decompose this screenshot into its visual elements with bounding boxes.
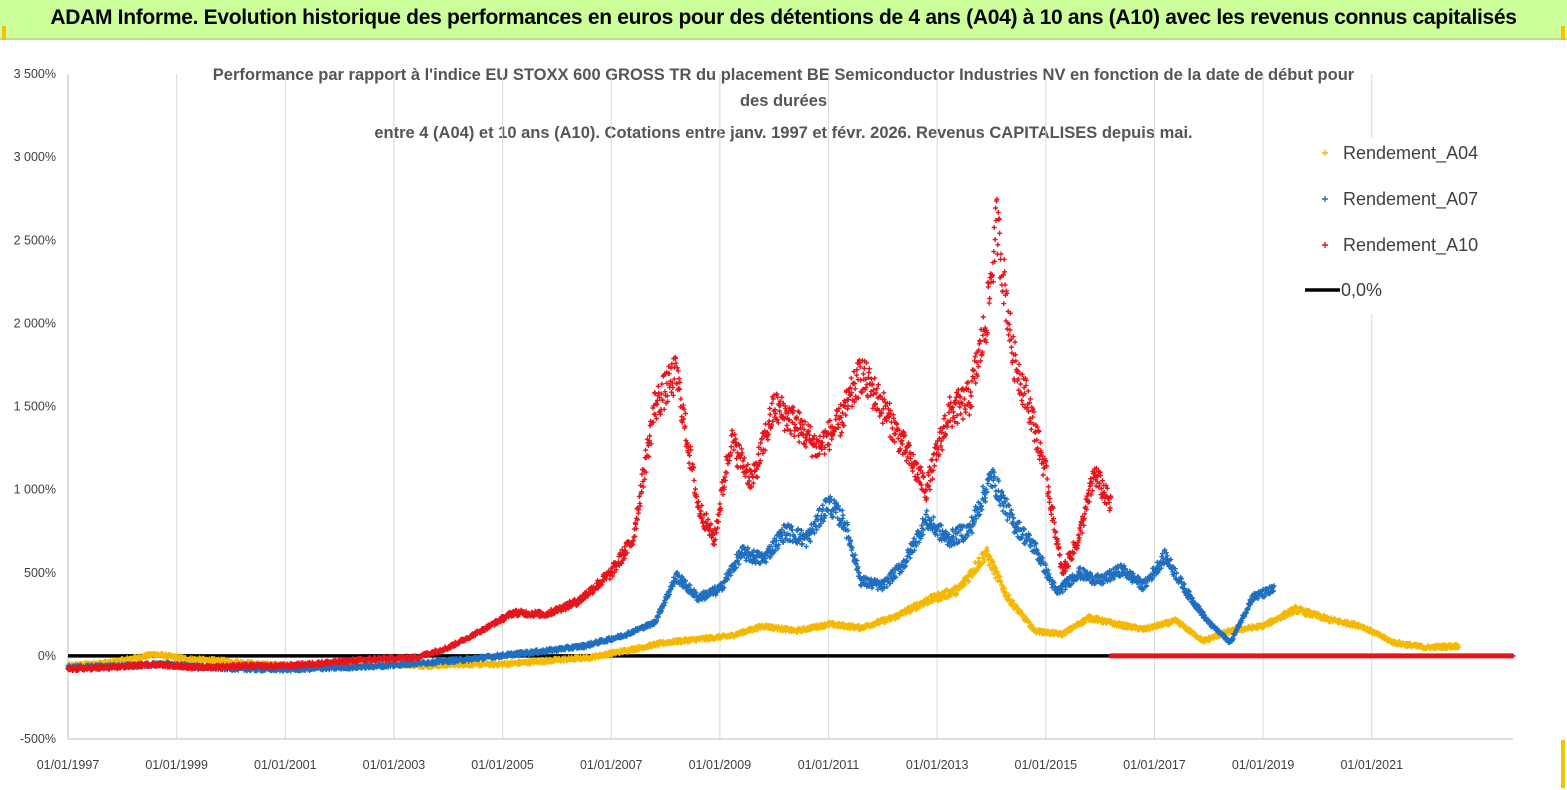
y-tick-label: 3 500% — [14, 67, 56, 81]
x-tick-label: 01/01/2011 — [798, 758, 860, 772]
y-tick-label: -500% — [20, 732, 56, 746]
legend-label-3: Rendement_A10 — [1343, 235, 1478, 256]
series-rendement-a04-markers — [65, 545, 1462, 671]
report-title: ADAM Informe. Evolution historique des p… — [50, 6, 1517, 29]
x-tick-label: 01/01/2013 — [906, 758, 969, 772]
chart-title-line-1: Performance par rapport à l'indice EU ST… — [212, 66, 1355, 84]
x-tick-label: 01/01/2021 — [1340, 758, 1403, 772]
corner-marker — [2, 26, 6, 40]
series-a10-baseline-markers — [1108, 653, 1516, 659]
legend-box — [1279, 138, 1511, 314]
x-tick-label: 01/01/2019 — [1232, 758, 1295, 772]
x-tick-label: 01/01/2005 — [471, 758, 534, 772]
performance-chart: -500% 0% 500% 1 000% 1 500% 2 000% 2 500% 3 000… — [14, 67, 1516, 772]
x-tick-label: 01/01/1997 — [37, 758, 100, 772]
x-tick-label: 01/01/2003 — [363, 758, 426, 772]
y-tick-label: 500% — [24, 566, 56, 580]
legend-label-2: Rendement_A07 — [1343, 189, 1478, 210]
y-tick-label: 2 000% — [14, 316, 56, 330]
x-tick-label: 01/01/2017 — [1123, 758, 1186, 772]
legend-marker-3 — [1322, 242, 1328, 248]
legend-marker-1 — [1322, 150, 1328, 156]
y-tick-label: 2 500% — [14, 233, 56, 247]
report-banner: ADAM Informe. Evolution historique des p… — [0, 0, 1567, 40]
series-rendement-a10-markers — [65, 196, 1114, 674]
x-tick-label: 01/01/1999 — [145, 758, 208, 772]
y-tick-label: 1 000% — [14, 483, 56, 497]
x-tick-label: 01/01/2001 — [254, 758, 317, 772]
y-tick-label: 0% — [38, 649, 56, 663]
x-tick-label: 01/01/2015 — [1015, 758, 1078, 772]
legend-label-1: Rendement_A04 — [1343, 143, 1478, 164]
chart-title-line-3: entre 4 (A04) et 10 ans (A10). Cotations… — [374, 124, 1193, 142]
corner-marker — [1561, 26, 1565, 40]
legend-label-4: 0,0% — [1341, 280, 1382, 300]
corner-marker — [1561, 740, 1565, 788]
y-tick-label: 3 000% — [14, 150, 56, 164]
chart-title-line-2: des durées — [739, 92, 828, 110]
legend-marker-2 — [1322, 196, 1328, 202]
x-tick-label: 01/01/2009 — [689, 758, 752, 772]
y-tick-label: 1 500% — [14, 400, 56, 414]
x-tick-label: 01/01/2007 — [580, 758, 643, 772]
